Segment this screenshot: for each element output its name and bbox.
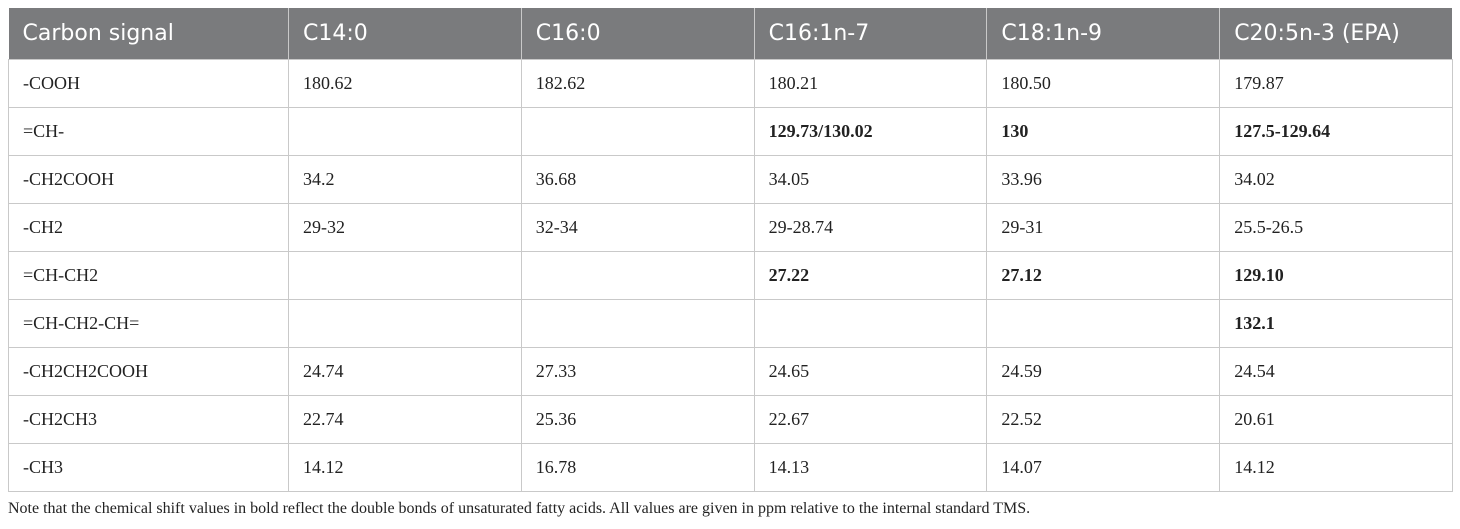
shift-value-cell: 34.05 — [753, 155, 988, 204]
shift-value-cell: 34.2 — [288, 155, 522, 204]
shift-value-cell: 20.61 — [1219, 395, 1453, 444]
shift-value-cell: 36.68 — [520, 155, 755, 204]
shift-value-cell: 27.33 — [520, 347, 755, 396]
shift-value-cell: 33.96 — [986, 155, 1221, 204]
shift-value-cell: 14.13 — [753, 443, 988, 492]
header-row: Carbon signal C14:0 C16:0 C16:1n-7 C18:1… — [8, 8, 1453, 60]
shift-value-cell: 182.62 — [520, 59, 755, 108]
shift-value-cell: 29-32 — [288, 203, 522, 252]
shift-value-cell — [520, 107, 755, 156]
carbon-signal-cell: -CH3 — [8, 443, 289, 492]
carbon-signal-cell: -CH2 — [8, 203, 289, 252]
header-c16-1n-7: C16:1n-7 — [753, 8, 987, 60]
shift-value-cell: 132.1 — [1219, 299, 1453, 348]
shift-value-cell: 25.5-26.5 — [1219, 203, 1453, 252]
shift-value-cell: 24.54 — [1219, 347, 1453, 396]
shift-value-cell: 32-34 — [520, 203, 755, 252]
shift-value-cell: 24.65 — [753, 347, 988, 396]
table-row: -CH2CH3 22.74 25.36 22.67 22.52 20.61 — [8, 395, 1453, 444]
table-row: -CH2COOH 34.2 36.68 34.05 33.96 34.02 — [8, 155, 1453, 204]
shift-value-cell — [288, 299, 522, 348]
carbon-signal-cell: =CH-CH2-CH= — [8, 299, 289, 348]
shift-value-cell — [520, 251, 755, 300]
table-footnote: Note that the chemical shift values in b… — [8, 500, 1031, 517]
carbon-signal-cell: =CH- — [8, 107, 289, 156]
carbon-signal-cell: -COOH — [8, 59, 289, 108]
header-c20-5n-3-epa: C20:5n-3 (EPA) — [1219, 8, 1453, 60]
shift-value-cell: 130 — [986, 107, 1221, 156]
table-row: -COOH 180.62 182.62 180.21 180.50 179.87 — [8, 59, 1453, 108]
chemical-shift-table: Carbon signal C14:0 C16:0 C16:1n-7 C18:1… — [8, 8, 1453, 492]
table-row: =CH-CH2-CH= 132.1 — [8, 299, 1453, 348]
shift-value-cell: 27.12 — [986, 251, 1221, 300]
shift-value-cell: 22.52 — [986, 395, 1221, 444]
shift-value-cell: 27.22 — [753, 251, 988, 300]
shift-value-cell: 129.10 — [1219, 251, 1453, 300]
carbon-signal-cell: =CH-CH2 — [8, 251, 289, 300]
shift-value-cell: 180.50 — [986, 59, 1221, 108]
shift-value-cell — [288, 107, 522, 156]
shift-value-cell: 22.74 — [288, 395, 522, 444]
carbon-signal-cell: -CH2COOH — [8, 155, 289, 204]
header-c18-1n-9: C18:1n-9 — [986, 8, 1220, 60]
shift-value-cell: 179.87 — [1219, 59, 1453, 108]
shift-value-cell: 22.67 — [753, 395, 988, 444]
table-row: -CH2 29-32 32-34 29-28.74 29-31 25.5-26.5 — [8, 203, 1453, 252]
carbon-signal-cell: -CH2CH3 — [8, 395, 289, 444]
shift-value-cell: 129.73/130.02 — [753, 107, 988, 156]
shift-value-cell: 24.59 — [986, 347, 1221, 396]
shift-value-cell: 29-28.74 — [753, 203, 988, 252]
shift-value-cell — [520, 299, 755, 348]
shift-value-cell: 25.36 — [520, 395, 755, 444]
table-row: -CH3 14.12 16.78 14.13 14.07 14.12 — [8, 443, 1453, 492]
shift-value-cell — [986, 299, 1221, 348]
shift-value-cell — [288, 251, 522, 300]
shift-value-cell: 14.12 — [288, 443, 522, 492]
header-c16-0: C16:0 — [520, 8, 755, 60]
table-row: =CH- 129.73/130.02 130 127.5-129.64 — [8, 107, 1453, 156]
shift-value-cell: 127.5-129.64 — [1219, 107, 1453, 156]
shift-value-cell: 24.74 — [288, 347, 522, 396]
shift-value-cell: 180.62 — [288, 59, 522, 108]
table-row: -CH2CH2COOH 24.74 27.33 24.65 24.59 24.54 — [8, 347, 1453, 396]
header-c14-0: C14:0 — [288, 8, 522, 60]
shift-value-cell: 14.12 — [1219, 443, 1453, 492]
shift-value-cell: 14.07 — [986, 443, 1221, 492]
shift-value-cell: 29-31 — [986, 203, 1221, 252]
table-container: Carbon signal C14:0 C16:0 C16:1n-7 C18:1… — [8, 8, 1453, 492]
shift-value-cell: 180.21 — [753, 59, 988, 108]
shift-value-cell: 34.02 — [1219, 155, 1453, 204]
carbon-signal-cell: -CH2CH2COOH — [8, 347, 289, 396]
table-row: =CH-CH2 27.22 27.12 129.10 — [8, 251, 1453, 300]
header-carbon-signal: Carbon signal — [8, 8, 289, 60]
shift-value-cell — [753, 299, 988, 348]
shift-value-cell: 16.78 — [520, 443, 755, 492]
